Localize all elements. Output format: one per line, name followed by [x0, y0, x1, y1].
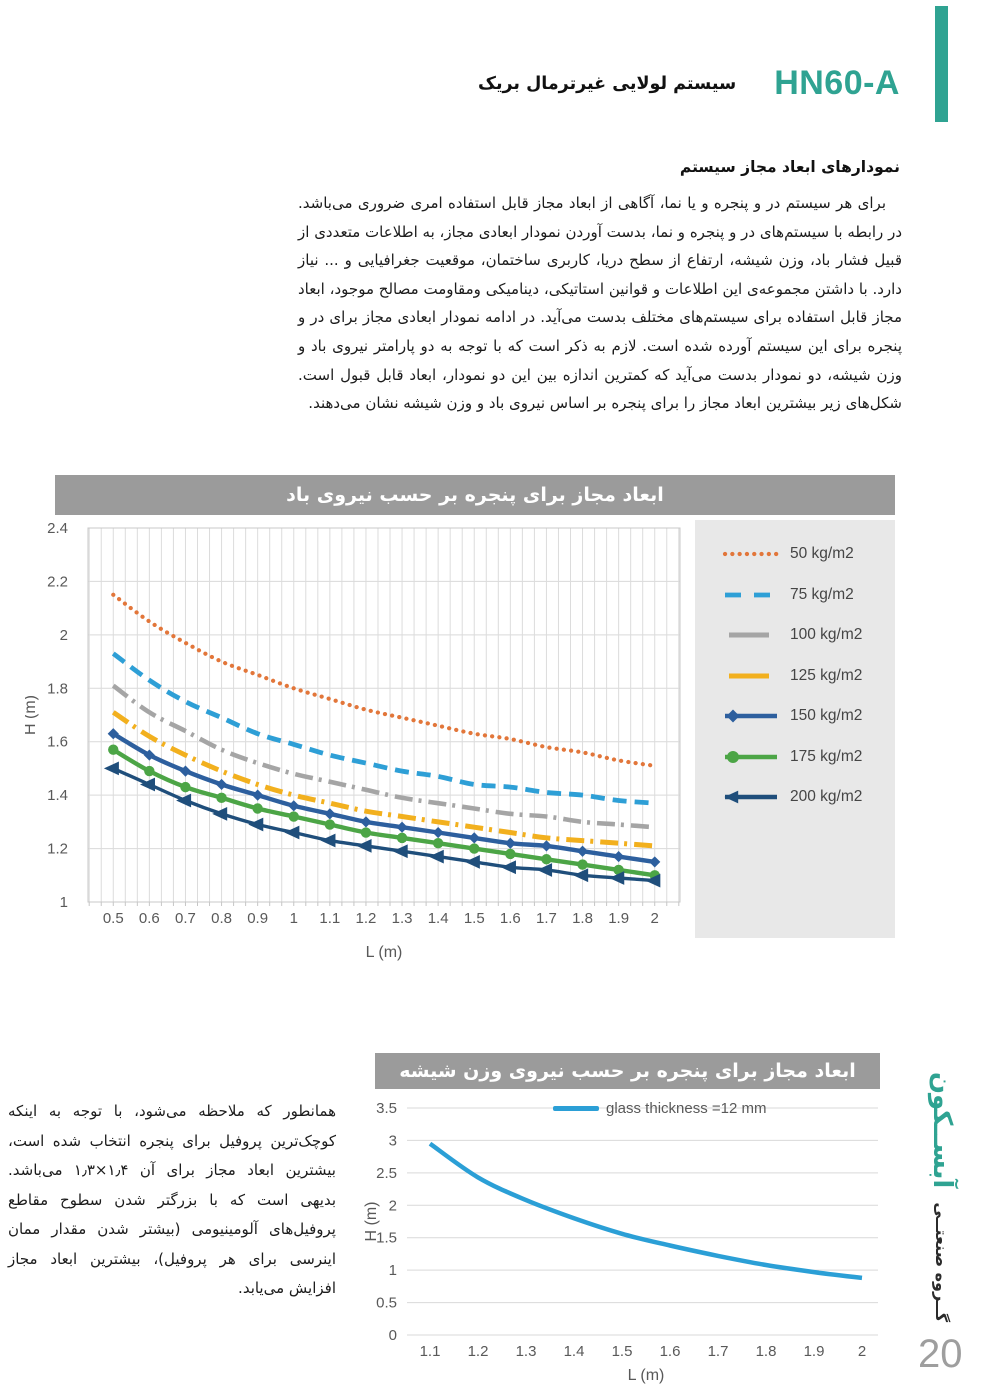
svg-text:1.7: 1.7: [536, 910, 557, 927]
wind-chart-legend: 50 kg/m2 75 kg/m2 100 kg/m2 125 kg/m2 150 kg…: [695, 520, 895, 938]
legend-swatch-circle-icon: [725, 750, 777, 763]
svg-text:0: 0: [389, 1327, 397, 1344]
wind-chart-section: ابعاد مجاز برای پنجره بر حسب نیروی باد 1…: [25, 475, 895, 990]
legend-swatch-dashdot-icon: [729, 673, 769, 679]
svg-text:1.8: 1.8: [572, 910, 593, 927]
legend-swatch-arrow-left-icon: [724, 790, 777, 804]
svg-text:0.7: 0.7: [175, 910, 196, 927]
svg-text:1.3: 1.3: [516, 1343, 537, 1360]
system-code: HN60-A: [774, 64, 900, 102]
legend-item: 150 kg/m2: [721, 696, 895, 737]
legend-label: 75 kg/m2: [790, 585, 854, 603]
legend-item: 175 kg/m2: [721, 737, 895, 778]
svg-text:1.2: 1.2: [47, 841, 68, 858]
svg-text:3: 3: [389, 1132, 397, 1149]
svg-text:2: 2: [651, 910, 659, 927]
svg-text:1.3: 1.3: [392, 910, 413, 927]
glass-chart-title: ابعاد مجاز برای پنجره بر حسب نیروی وزن ش…: [375, 1053, 880, 1089]
svg-text:2: 2: [389, 1197, 397, 1214]
svg-text:1.4: 1.4: [428, 910, 449, 927]
wind-chart-title: ابعاد مجاز برای پنجره بر حسب نیروی باد: [55, 475, 895, 515]
svg-text:H (m): H (m): [25, 695, 39, 735]
svg-text:1.5: 1.5: [612, 1343, 633, 1360]
legend-label: 150 kg/m2: [790, 707, 863, 725]
wind-chart-plot: 1 1.2 1.4 1.6 1.8 2 2.2 2.4 0.5 0.6 0.7 0.8 0.9 1 1.1 1…: [25, 520, 681, 961]
system-name: سیستم لولایی غیرترمال بریک: [478, 73, 737, 94]
svg-text:2.4: 2.4: [47, 520, 68, 537]
svg-text:0.9: 0.9: [247, 910, 268, 927]
svg-text:H (m): H (m): [363, 1202, 380, 1242]
svg-text:1.8: 1.8: [47, 680, 68, 697]
svg-text:2.2: 2.2: [47, 573, 68, 590]
svg-text:1.8: 1.8: [756, 1343, 777, 1360]
glass-chart-plot: 0 0.5 1 1.5 2 2.5 3 3.5 1.1 1.2 1.3 1.4 1.5 1.6 1.7 1.8…: [363, 1100, 878, 1384]
page-number: 20: [918, 1332, 963, 1376]
legend-item: 100 kg/m2: [721, 615, 895, 656]
page-header: سیستم لولایی غیرترمال بریک HN60-A: [0, 64, 900, 103]
legend-line-swatch: [553, 1105, 599, 1111]
legend-label: glass thickness =12 mm: [606, 1099, 767, 1117]
svg-text:1.9: 1.9: [804, 1343, 825, 1360]
legend-label: 125 kg/m2: [790, 666, 863, 684]
svg-text:1.2: 1.2: [356, 910, 377, 927]
glass-chart-section: ابعاد مجاز برای پنجره بر حسب نیروی وزن ش…: [360, 1053, 890, 1398]
svg-text:1: 1: [290, 910, 298, 927]
svg-text:1.1: 1.1: [420, 1343, 441, 1360]
svg-text:1.5: 1.5: [464, 910, 485, 927]
svg-text:L (m): L (m): [628, 1367, 665, 1384]
svg-text:1: 1: [389, 1262, 397, 1279]
legend-label: 200 kg/m2: [790, 788, 863, 806]
svg-text:1.4: 1.4: [564, 1343, 585, 1360]
svg-text:2: 2: [858, 1343, 866, 1360]
brand-group: گــروه صنعتــی: [932, 1202, 952, 1323]
legend-item: 75 kg/m2: [721, 575, 895, 616]
svg-text:2.5: 2.5: [376, 1165, 397, 1182]
legend-label: 100 kg/m2: [790, 626, 863, 644]
svg-text:1.1: 1.1: [319, 910, 340, 927]
legend-label: 175 kg/m2: [790, 747, 863, 765]
svg-text:1: 1: [60, 894, 68, 911]
svg-text:L (m): L (m): [366, 944, 403, 961]
svg-text:1.9: 1.9: [608, 910, 629, 927]
legend-item: 125 kg/m2: [721, 656, 895, 697]
svg-text:1.7: 1.7: [708, 1343, 729, 1360]
svg-text:1.4: 1.4: [47, 787, 68, 804]
svg-text:0.5: 0.5: [103, 910, 124, 927]
svg-text:1.6: 1.6: [47, 734, 68, 751]
svg-text:0.5: 0.5: [376, 1295, 397, 1312]
accent-bar: [935, 6, 948, 122]
intro-paragraph: برای هر سیستم در و پنجره و یا نما، آگاهی…: [298, 194, 902, 413]
svg-text:1.2: 1.2: [468, 1343, 489, 1360]
svg-text:3.5: 3.5: [376, 1100, 397, 1117]
legend-swatch-dashdot-icon: [729, 632, 769, 638]
svg-text:2: 2: [60, 627, 68, 644]
legend-item: 200 kg/m2: [721, 777, 895, 818]
legend-item: 50 kg/m2: [721, 534, 895, 575]
section-heading: نمودارهای ابعاد مجاز سیستم: [679, 158, 900, 176]
legend-swatch-diamond-icon: [725, 709, 777, 723]
svg-text:1.6: 1.6: [660, 1343, 681, 1360]
svg-text:0.8: 0.8: [211, 910, 232, 927]
legend-swatch-dotted-icon: [722, 552, 780, 557]
legend-swatch-dashed-icon: [725, 592, 777, 598]
side-note: همانطور که ملاحظه می‌شود، با توجه به این…: [8, 1102, 336, 1297]
brand-vertical: گــروه صنعتــی آبســکون: [922, 1072, 962, 1322]
legend-label: 50 kg/m2: [790, 545, 854, 563]
svg-text:0.6: 0.6: [139, 910, 160, 927]
svg-text:1.6: 1.6: [500, 910, 521, 927]
brand-name: آبســکون: [927, 1071, 957, 1189]
svg-text:1.5: 1.5: [376, 1230, 397, 1247]
glass-chart-legend: glass thickness =12 mm: [553, 1097, 766, 1119]
